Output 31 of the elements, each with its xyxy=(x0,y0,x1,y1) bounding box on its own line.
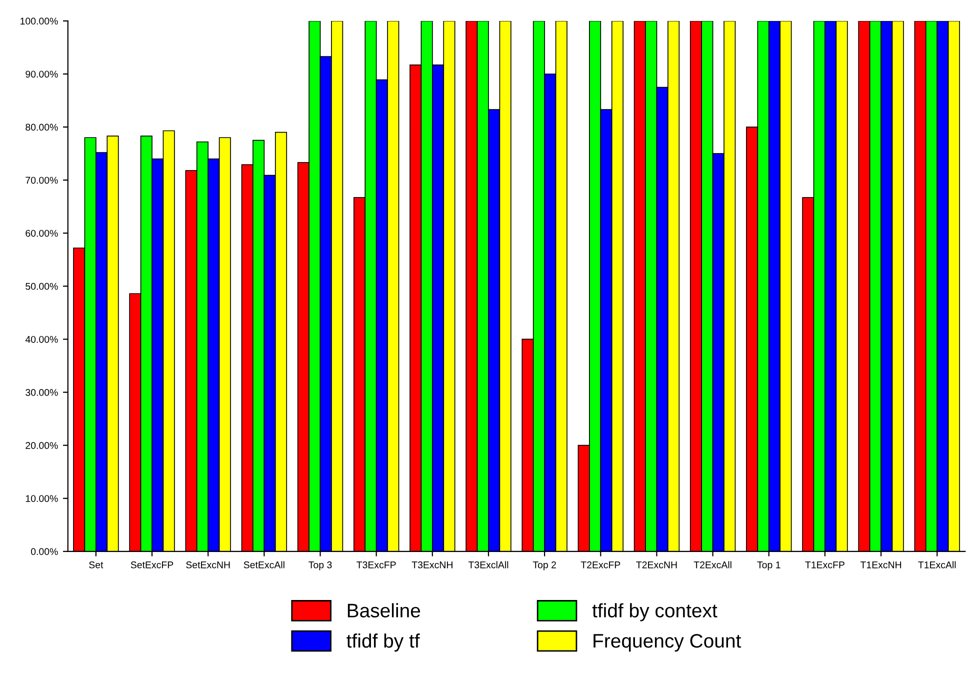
y-tick-label: 60.00% xyxy=(26,230,58,237)
legend-label: Baseline xyxy=(348,603,420,618)
y-tick-label: 0.00% xyxy=(30,548,58,556)
x-tick-label: T3ExclAll xyxy=(468,561,508,568)
x-tick-label: T1ExcNH xyxy=(860,562,902,568)
x-tick-label: SetExcNH xyxy=(186,561,230,568)
x-tick-label: T1ExcFP xyxy=(805,562,844,568)
x-tick-label: T1ExcAll xyxy=(918,561,956,568)
x-tick-label: T3ExcNH xyxy=(412,561,452,568)
legend-label: tfidf by context xyxy=(592,603,718,622)
x-tick-label: T2ExcNH xyxy=(636,561,677,568)
y-tick-label: 90.00% xyxy=(26,70,58,78)
y-tick-label: 40.00% xyxy=(25,336,58,343)
x-tick-label: Top 1 xyxy=(757,562,780,570)
x-tick-label: Top 3 xyxy=(308,561,332,570)
y-tick-label: 10.00% xyxy=(26,495,58,502)
legend-label: tfidf by tf xyxy=(346,633,420,652)
y-tick-label: 30.00% xyxy=(26,389,58,396)
legend-label: Frequency Count xyxy=(594,634,742,652)
y-tick-label: 80.00% xyxy=(26,124,58,131)
x-tick-label: SetExcAll xyxy=(244,561,284,568)
x-tick-label: Top 2 xyxy=(532,561,556,570)
x-tick-label: T2ExcFP xyxy=(580,561,620,568)
y-tick-label: 50.00% xyxy=(26,282,58,290)
y-tick-label: 100.00% xyxy=(20,18,58,25)
y-tick-label: 70.00% xyxy=(26,176,58,184)
x-tick-label: T3ExcFP xyxy=(356,561,396,568)
y-tick-label: 20.00% xyxy=(26,442,58,449)
x-tick-label: T2ExcAll xyxy=(694,561,732,568)
x-tick-label: Set xyxy=(89,561,104,568)
x-tick-label: SetExcFP xyxy=(130,561,174,568)
